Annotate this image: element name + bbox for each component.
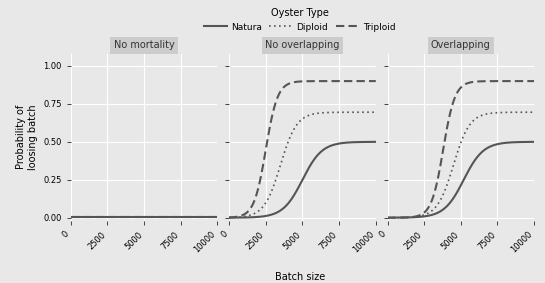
Title: No mortality: No mortality	[114, 40, 174, 50]
Y-axis label: Probability of
loosing batch: Probability of loosing batch	[16, 104, 38, 170]
Legend: Natura, Diploid, Triploid: Natura, Diploid, Triploid	[201, 5, 399, 35]
Text: Batch size: Batch size	[275, 272, 325, 282]
Title: No overlapping: No overlapping	[265, 40, 340, 50]
Title: Overlapping: Overlapping	[431, 40, 490, 50]
